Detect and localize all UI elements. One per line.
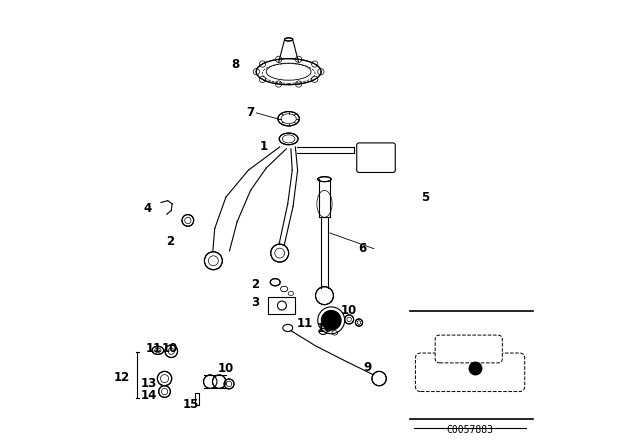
Ellipse shape bbox=[204, 375, 217, 388]
Circle shape bbox=[372, 371, 387, 386]
Text: 10: 10 bbox=[341, 303, 357, 317]
Ellipse shape bbox=[152, 346, 164, 354]
Ellipse shape bbox=[278, 112, 300, 126]
Text: 10: 10 bbox=[218, 362, 234, 375]
Circle shape bbox=[182, 215, 194, 226]
Circle shape bbox=[165, 345, 177, 358]
Ellipse shape bbox=[345, 315, 354, 324]
Text: 13: 13 bbox=[141, 376, 157, 390]
FancyBboxPatch shape bbox=[269, 297, 296, 314]
Text: 11: 11 bbox=[296, 317, 312, 330]
Text: 7: 7 bbox=[246, 106, 255, 120]
Text: 1: 1 bbox=[260, 140, 268, 154]
Text: 10: 10 bbox=[162, 342, 178, 355]
Text: 11: 11 bbox=[146, 342, 163, 355]
Ellipse shape bbox=[285, 38, 292, 41]
Ellipse shape bbox=[355, 319, 362, 326]
Ellipse shape bbox=[256, 59, 321, 85]
Text: 2: 2 bbox=[166, 235, 174, 249]
Text: 3: 3 bbox=[251, 296, 259, 309]
Text: 4: 4 bbox=[143, 202, 152, 215]
Circle shape bbox=[159, 386, 170, 397]
FancyBboxPatch shape bbox=[415, 353, 525, 392]
Bar bbox=[195, 393, 199, 405]
Circle shape bbox=[316, 287, 333, 305]
Ellipse shape bbox=[212, 375, 226, 388]
Text: 5: 5 bbox=[421, 190, 429, 204]
Text: 8: 8 bbox=[231, 58, 239, 72]
Ellipse shape bbox=[270, 279, 280, 286]
Text: 14: 14 bbox=[141, 388, 157, 402]
Text: C0057883: C0057883 bbox=[447, 425, 493, 435]
Circle shape bbox=[321, 310, 341, 330]
Ellipse shape bbox=[317, 177, 332, 182]
Circle shape bbox=[271, 244, 289, 262]
Circle shape bbox=[204, 252, 222, 270]
Circle shape bbox=[157, 371, 172, 386]
Text: 6: 6 bbox=[358, 242, 367, 255]
FancyBboxPatch shape bbox=[435, 335, 502, 363]
Text: 10: 10 bbox=[316, 322, 333, 335]
Text: 12: 12 bbox=[114, 370, 130, 384]
FancyBboxPatch shape bbox=[356, 143, 396, 172]
Text: 2: 2 bbox=[251, 278, 259, 291]
Text: 9: 9 bbox=[363, 361, 371, 374]
Ellipse shape bbox=[279, 133, 298, 145]
Circle shape bbox=[224, 379, 234, 389]
Text: 15: 15 bbox=[183, 397, 199, 411]
